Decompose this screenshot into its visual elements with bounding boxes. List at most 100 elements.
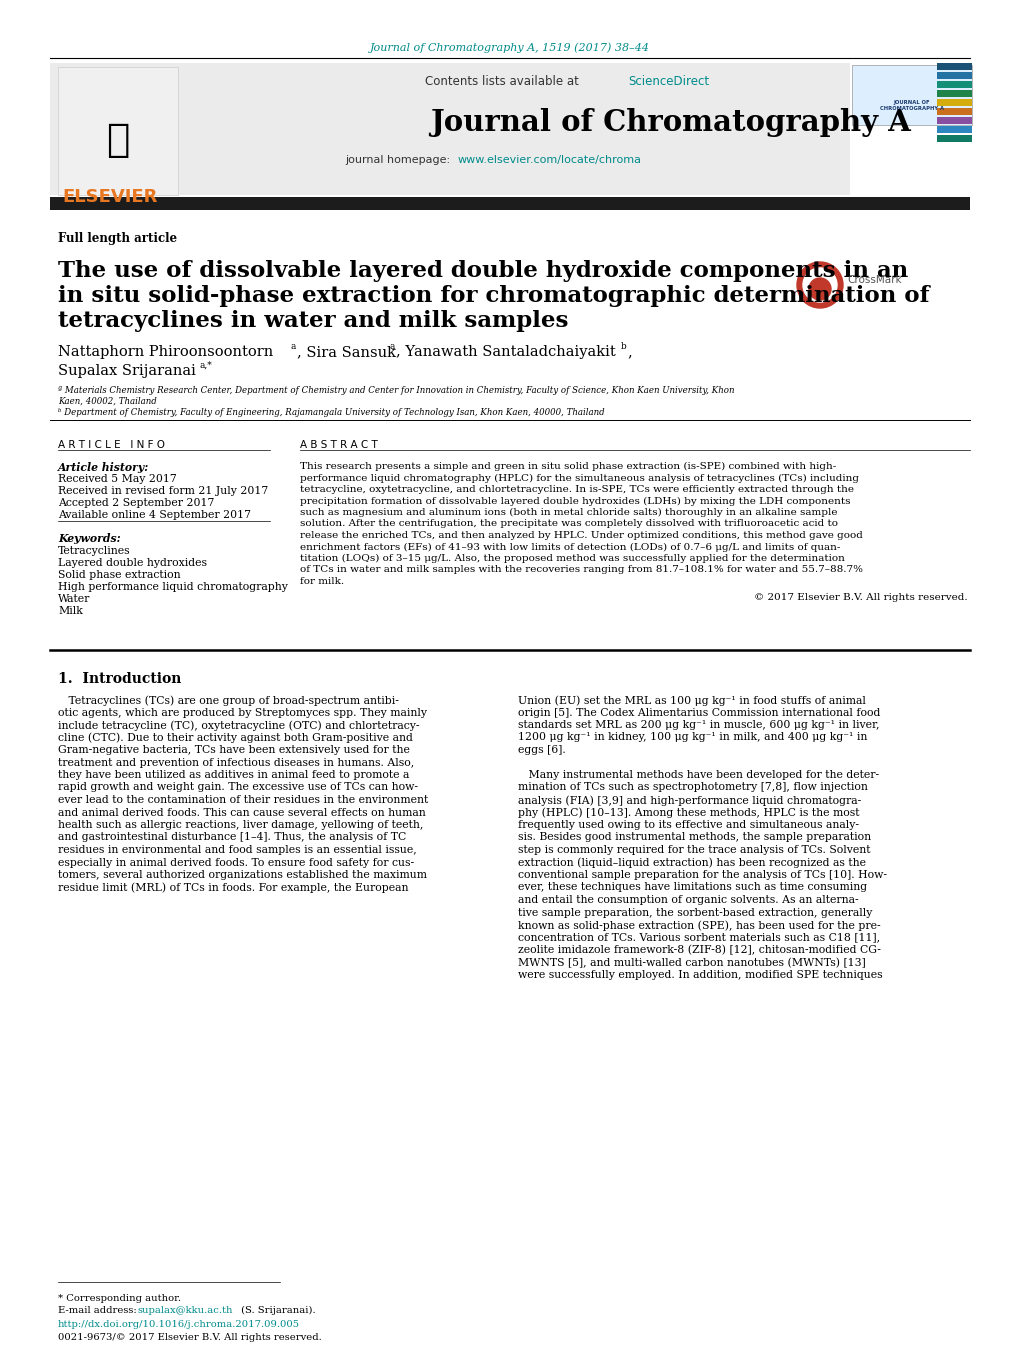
Text: MWNTS [5], and multi-walled carbon nanotubes (MWNTs) [13]: MWNTS [5], and multi-walled carbon nanot… [518, 958, 865, 967]
Bar [936, 126, 971, 132]
Text: , Sira Sansuk: , Sira Sansuk [297, 345, 395, 359]
Text: Layered double hydroxides: Layered double hydroxides [58, 558, 207, 567]
Text: and gastrointestinal disturbance [1–4]. Thus, the analysis of TC: and gastrointestinal disturbance [1–4]. … [58, 832, 406, 843]
Text: concentration of TCs. Various sorbent materials such as C18 [11],: concentration of TCs. Various sorbent ma… [518, 932, 879, 943]
Bar [50, 63, 849, 195]
Bar [936, 135, 971, 142]
Text: Gram-negative bacteria, TCs have been extensively used for the: Gram-negative bacteria, TCs have been ex… [58, 744, 410, 755]
Bar [936, 108, 971, 115]
Bar [936, 118, 971, 124]
Text: Available online 4 September 2017: Available online 4 September 2017 [58, 509, 251, 520]
Text: titation (LOQs) of 3–15 μg/L. Also, the proposed method was successfully applied: titation (LOQs) of 3–15 μg/L. Also, the … [300, 554, 844, 563]
Text: http://dx.doi.org/10.1016/j.chroma.2017.09.005: http://dx.doi.org/10.1016/j.chroma.2017.… [58, 1320, 300, 1329]
Text: residues in environmental and food samples is an essential issue,: residues in environmental and food sampl… [58, 844, 417, 855]
Text: enrichment factors (EFs) of 41–93 with low limits of detection (LODs) of 0.7–6 μ: enrichment factors (EFs) of 41–93 with l… [300, 543, 840, 551]
Text: include tetracycline (TC), oxytetracycline (OTC) and chlortetracy-: include tetracycline (TC), oxytetracycli… [58, 720, 419, 731]
Text: A B S T R A C T: A B S T R A C T [300, 440, 377, 450]
Text: ever lead to the contamination of their residues in the environment: ever lead to the contamination of their … [58, 794, 428, 805]
Text: journal homepage:: journal homepage: [344, 155, 453, 165]
Text: Contents lists available at: Contents lists available at [425, 76, 582, 88]
Text: 🌳: 🌳 [106, 122, 129, 159]
Text: they have been utilized as additives in animal feed to promote a: they have been utilized as additives in … [58, 770, 409, 780]
Text: Article history:: Article history: [58, 462, 149, 473]
Text: ᵇ Department of Chemistry, Faculty of Engineering, Rajamangala University of Tec: ᵇ Department of Chemistry, Faculty of En… [58, 408, 604, 417]
Text: release the enriched TCs, and then analyzed by HPLC. Under optimized conditions,: release the enriched TCs, and then analy… [300, 531, 862, 540]
Text: ELSEVIER: ELSEVIER [62, 188, 157, 205]
Text: This research presents a simple and green in situ solid phase extraction (is-SPE: This research presents a simple and gree… [300, 462, 836, 471]
Text: in situ solid-phase extraction for chromatographic determination of: in situ solid-phase extraction for chrom… [58, 285, 928, 307]
Text: © 2017 Elsevier B.V. All rights reserved.: © 2017 Elsevier B.V. All rights reserved… [754, 593, 967, 601]
Text: eggs [6].: eggs [6]. [518, 744, 566, 755]
Text: Water: Water [58, 594, 91, 604]
Text: known as solid-phase extraction (SPE), has been used for the pre-: known as solid-phase extraction (SPE), h… [518, 920, 879, 931]
Text: Journal of Chromatography A, 1519 (2017) 38–44: Journal of Chromatography A, 1519 (2017)… [370, 42, 649, 53]
Circle shape [808, 278, 830, 300]
Text: performance liquid chromatography (HPLC) for the simultaneous analysis of tetrac: performance liquid chromatography (HPLC)… [300, 473, 858, 482]
Text: solution. After the centrifugation, the precipitate was completely dissolved wit: solution. After the centrifugation, the … [300, 520, 838, 528]
Text: standards set MRL as 200 μg kg⁻¹ in muscle, 600 μg kg⁻¹ in liver,: standards set MRL as 200 μg kg⁻¹ in musc… [518, 720, 878, 730]
Text: Tetracyclines: Tetracyclines [58, 546, 130, 557]
Bar [50, 197, 969, 209]
Text: Union (EU) set the MRL as 100 μg kg⁻¹ in food stuffs of animal: Union (EU) set the MRL as 100 μg kg⁻¹ in… [518, 694, 865, 705]
Bar [936, 72, 971, 78]
Text: Many instrumental methods have been developed for the deter-: Many instrumental methods have been deve… [518, 770, 878, 780]
Text: mination of TCs such as spectrophotometry [7,8], flow injection: mination of TCs such as spectrophotometr… [518, 782, 867, 793]
Text: tomers, several authorized organizations established the maximum: tomers, several authorized organizations… [58, 870, 427, 880]
Bar [936, 81, 971, 88]
Text: conventional sample preparation for the analysis of TCs [10]. How-: conventional sample preparation for the … [518, 870, 887, 880]
Text: tive sample preparation, the sorbent-based extraction, generally: tive sample preparation, the sorbent-bas… [518, 908, 871, 917]
Text: Tetracyclines (TCs) are one group of broad-spectrum antibi-: Tetracyclines (TCs) are one group of bro… [58, 694, 398, 705]
Text: origin [5]. The Codex Alimentarius Commission international food: origin [5]. The Codex Alimentarius Commi… [518, 708, 879, 717]
Text: sis. Besides good instrumental methods, the sample preparation: sis. Besides good instrumental methods, … [518, 832, 870, 843]
Text: 0021-9673/© 2017 Elsevier B.V. All rights reserved.: 0021-9673/© 2017 Elsevier B.V. All right… [58, 1333, 321, 1342]
Bar [936, 63, 971, 70]
Text: A R T I C L E   I N F O: A R T I C L E I N F O [58, 440, 165, 450]
Circle shape [802, 267, 837, 303]
Text: ª Materials Chemistry Research Center, Department of Chemistry and Center for In: ª Materials Chemistry Research Center, D… [58, 386, 734, 394]
Bar [851, 65, 971, 126]
Text: Keywords:: Keywords: [58, 534, 120, 544]
Bar [936, 91, 971, 97]
Text: Kaen, 40002, Thailand: Kaen, 40002, Thailand [58, 397, 157, 407]
Text: cline (CTC). Due to their activity against both Gram-positive and: cline (CTC). Due to their activity again… [58, 732, 413, 743]
Text: phy (HPLC) [10–13]. Among these methods, HPLC is the most: phy (HPLC) [10–13]. Among these methods,… [518, 808, 859, 819]
Text: health such as allergic reactions, liver damage, yellowing of teeth,: health such as allergic reactions, liver… [58, 820, 423, 830]
Text: tetracyclines in water and milk samples: tetracyclines in water and milk samples [58, 309, 568, 332]
Text: Solid phase extraction: Solid phase extraction [58, 570, 180, 580]
Text: Accepted 2 September 2017: Accepted 2 September 2017 [58, 499, 214, 508]
Text: step is commonly required for the trace analysis of TCs. Solvent: step is commonly required for the trace … [518, 844, 869, 855]
Text: zeolite imidazole framework-8 (ZIF-8) [12], chitosan-modified CG-: zeolite imidazole framework-8 (ZIF-8) [1… [518, 944, 880, 955]
Text: High performance liquid chromatography: High performance liquid chromatography [58, 582, 287, 592]
Text: E-mail address:: E-mail address: [58, 1306, 140, 1315]
Text: residue limit (MRL) of TCs in foods. For example, the European: residue limit (MRL) of TCs in foods. For… [58, 882, 408, 893]
Text: treatment and prevention of infectious diseases in humans. Also,: treatment and prevention of infectious d… [58, 758, 414, 767]
Text: b: b [621, 342, 626, 351]
Text: supalax@kku.ac.th: supalax@kku.ac.th [138, 1306, 233, 1315]
Text: were successfully employed. In addition, modified SPE techniques: were successfully employed. In addition,… [518, 970, 881, 979]
Text: 1200 μg kg⁻¹ in kidney, 100 μg kg⁻¹ in milk, and 400 μg kg⁻¹ in: 1200 μg kg⁻¹ in kidney, 100 μg kg⁻¹ in m… [518, 732, 866, 743]
Text: especially in animal derived foods. To ensure food safety for cus-: especially in animal derived foods. To e… [58, 858, 414, 867]
Text: and animal derived foods. This can cause several effects on human: and animal derived foods. This can cause… [58, 808, 425, 817]
Text: a: a [290, 342, 297, 351]
Text: Supalax Srijaranai: Supalax Srijaranai [58, 363, 196, 378]
Text: extraction (liquid–liquid extraction) has been recognized as the: extraction (liquid–liquid extraction) ha… [518, 858, 865, 869]
Text: * Corresponding author.: * Corresponding author. [58, 1294, 180, 1302]
Text: ,: , [627, 345, 631, 359]
Text: ever, these techniques have limitations such as time consuming: ever, these techniques have limitations … [518, 882, 866, 893]
Text: otic agents, which are produced by Streptomyces spp. They mainly: otic agents, which are produced by Strep… [58, 708, 427, 717]
Text: tetracycline, oxytetracycline, and chlortetracycline. In is-SPE, TCs were effici: tetracycline, oxytetracycline, and chlor… [300, 485, 853, 494]
Text: a: a [389, 342, 395, 351]
Text: (S. Srijaranai).: (S. Srijaranai). [237, 1306, 315, 1315]
Text: Milk: Milk [58, 607, 83, 616]
Text: ScienceDirect: ScienceDirect [628, 76, 708, 88]
Text: precipitation formation of dissolvable layered double hydroxides (LDHs) by mixin: precipitation formation of dissolvable l… [300, 497, 850, 505]
Text: and entail the consumption of organic solvents. As an alterna-: and entail the consumption of organic so… [518, 894, 858, 905]
Text: analysis (FIA) [3,9] and high-performance liquid chromatogra-: analysis (FIA) [3,9] and high-performanc… [518, 794, 860, 805]
Text: CrossMark: CrossMark [846, 276, 901, 285]
Text: The use of dissolvable layered double hydroxide components in an: The use of dissolvable layered double hy… [58, 259, 907, 282]
Text: Nattaphorn Phiroonsoontorn: Nattaphorn Phiroonsoontorn [58, 345, 273, 359]
Text: Received 5 May 2017: Received 5 May 2017 [58, 474, 176, 484]
Text: www.elsevier.com/locate/chroma: www.elsevier.com/locate/chroma [458, 155, 641, 165]
Text: frequently used owing to its effective and simultaneous analy-: frequently used owing to its effective a… [518, 820, 858, 830]
Text: 1.  Introduction: 1. Introduction [58, 671, 181, 686]
